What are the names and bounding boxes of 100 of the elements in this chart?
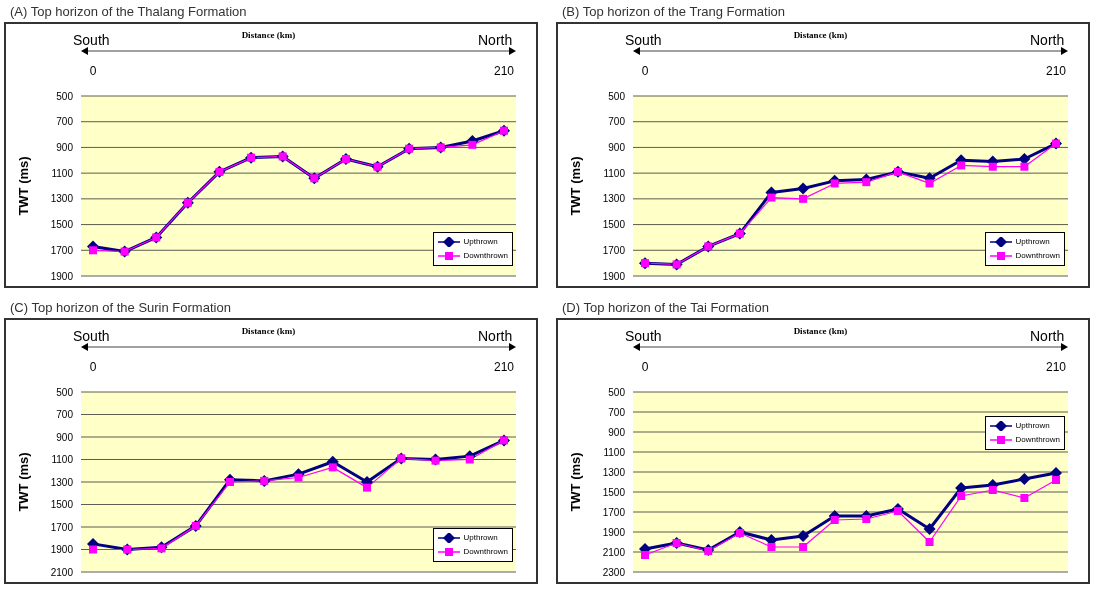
y-tick-label: 900 [56, 431, 74, 443]
y-tick-label: 1300 [602, 466, 626, 478]
point [363, 483, 371, 492]
y-tick-label: 1700 [50, 244, 74, 256]
y-axis-title: TWT (ms) [15, 452, 31, 512]
y-tick-label: 500 [608, 90, 626, 102]
text: 210 [493, 64, 515, 78]
point [468, 140, 477, 149]
text: North [1030, 32, 1065, 48]
x-axis-title: Distance (km) [793, 30, 848, 40]
point [465, 455, 474, 464]
y-tick-label: 1700 [50, 521, 74, 533]
point [830, 516, 839, 524]
y-tick-label: 1900 [602, 526, 626, 538]
y-tick-label: 1100 [51, 454, 74, 466]
legend-label: Downthrown [1015, 434, 1060, 446]
y-tick-label: 900 [608, 426, 626, 438]
y-tick-label: 500 [608, 386, 626, 398]
y-tick-label: 500 [56, 386, 74, 398]
chart-title: (C) Top horizon of the Surin Formation [9, 299, 232, 317]
legend-label: Downthrown [1015, 250, 1060, 262]
text: South [625, 328, 662, 344]
y-tick-label: 1500 [602, 219, 626, 231]
legend-label: Downthrown [463, 250, 508, 262]
point [862, 178, 871, 187]
y-tick-label: 500 [56, 90, 74, 102]
point [923, 523, 936, 535]
y-tick-label: 700 [56, 409, 74, 421]
legend-label: Downthrown [463, 546, 508, 558]
y-tick-label: 1100 [603, 446, 626, 458]
y-tick-label: 2300 [602, 566, 626, 578]
point [797, 182, 810, 195]
point [294, 473, 303, 482]
point [1018, 473, 1031, 485]
point [89, 545, 97, 554]
y-tick-label: 900 [608, 141, 626, 153]
text: South [73, 32, 110, 48]
y-tick-label: 1500 [602, 486, 626, 498]
y-tick-label: 2100 [50, 566, 74, 578]
text: North [478, 328, 513, 344]
x-axis-title: Distance (km) [241, 326, 296, 336]
point [830, 179, 839, 188]
legend-label: Upthrown [463, 236, 498, 248]
y-tick-label: 1500 [50, 219, 74, 231]
point [767, 543, 776, 551]
y-tick-label: 700 [56, 116, 74, 128]
y-tick-label: 700 [608, 116, 626, 128]
point [988, 162, 997, 171]
point [767, 193, 776, 202]
y-tick-label: 1900 [602, 270, 626, 282]
y-tick-label: 900 [56, 141, 74, 153]
point [925, 538, 934, 546]
text: 210 [493, 360, 515, 374]
chart-title: (D) Top horizon of the Tai Formation [561, 299, 770, 317]
point [328, 463, 337, 472]
text: North [1030, 328, 1065, 344]
point [988, 486, 997, 494]
point [957, 161, 966, 170]
chart-title: (B) Top horizon of the Trang Formation [561, 3, 787, 21]
point [893, 507, 902, 515]
y-axis-title: TWT (ms) [567, 452, 583, 512]
y-tick-label: 1500 [50, 499, 74, 511]
y-tick-label: 1700 [602, 244, 626, 256]
y-tick-label: 1100 [603, 167, 626, 179]
point [957, 492, 966, 500]
x-axis-title: Distance (km) [241, 30, 296, 40]
y-tick-label: 1900 [50, 270, 74, 282]
legend-label: Upthrown [1015, 236, 1050, 248]
text: South [73, 328, 110, 344]
legend-label: Upthrown [1015, 420, 1050, 432]
y-tick-label: 1300 [602, 193, 626, 205]
point [799, 194, 808, 203]
text: 0 [88, 64, 98, 78]
point [925, 179, 934, 188]
point [1020, 162, 1029, 171]
y-axis-title: TWT (ms) [15, 156, 31, 216]
y-tick-label: 2100 [602, 546, 626, 558]
point [799, 543, 808, 551]
text: 0 [88, 360, 98, 374]
point [797, 530, 810, 542]
legend-label: Upthrown [463, 532, 498, 544]
text: 0 [640, 64, 650, 78]
point [1020, 494, 1029, 502]
text: North [478, 32, 513, 48]
chart-title: (A) Top horizon of the Thalang Formation [9, 3, 248, 21]
text: 0 [640, 360, 650, 374]
point [1052, 476, 1060, 484]
y-tick-label: 700 [608, 406, 626, 418]
text: 210 [1045, 64, 1067, 78]
point [89, 246, 97, 255]
point [862, 515, 871, 523]
y-tick-label: 1100 [51, 167, 74, 179]
y-tick-label: 1300 [50, 476, 74, 488]
y-tick-label: 1700 [602, 506, 626, 518]
y-tick-label: 1900 [50, 544, 74, 556]
y-tick-label: 1300 [50, 193, 74, 205]
x-axis-title: Distance (km) [793, 326, 848, 336]
y-axis-title: TWT (ms) [567, 156, 583, 216]
point [641, 551, 649, 559]
text: 210 [1045, 360, 1067, 374]
